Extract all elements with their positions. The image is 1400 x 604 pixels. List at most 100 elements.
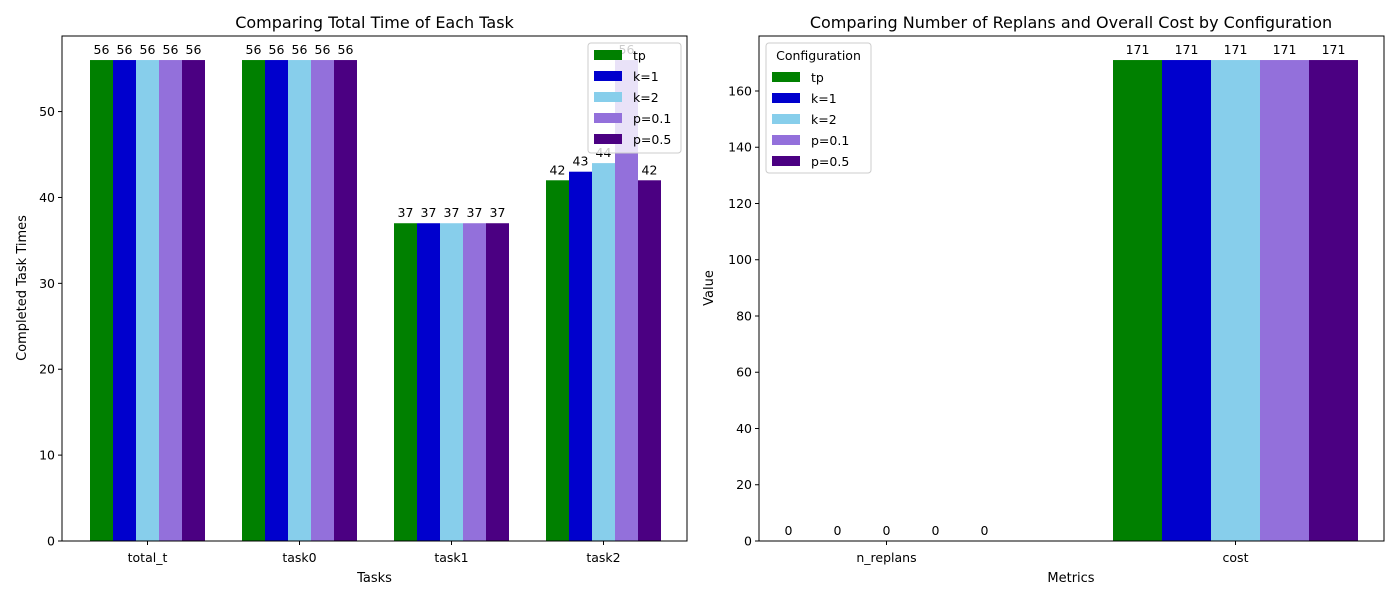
bar-task0-p-0-5 [334, 60, 357, 542]
legend-swatch-k-2 [594, 92, 622, 102]
bar-task1-p-0-1 [463, 223, 486, 541]
data-label-n-replans-tp: 0 [785, 523, 793, 538]
x-ticks: total_t task0 task1 task2 [128, 541, 621, 565]
bar-task0-tp [242, 60, 265, 542]
legend-label-p-0-5: p=0.5 [811, 154, 849, 169]
bar-task2-p-0-5 [638, 180, 661, 542]
y-tick-label: 40 [39, 190, 55, 205]
legend-swatch-p-0-5 [594, 134, 622, 144]
x-tick-label-task0: task0 [282, 550, 316, 565]
legend-label-k-1: k=1 [811, 91, 837, 106]
legend-swatch-k-1 [594, 71, 622, 81]
bar-cost-p-0-1 [1260, 60, 1309, 542]
legend-label-tp: tp [811, 70, 824, 85]
bar-cost-k-2 [1211, 60, 1260, 542]
y-tick-label: 50 [39, 104, 55, 119]
bars: 5656565656565656565637373737374243445642 [90, 42, 661, 542]
bar-task1-k-2 [440, 223, 463, 541]
data-label-task0-k-2: 56 [292, 42, 308, 57]
legend-label-p-0-1: p=0.1 [633, 111, 671, 126]
bar-task1-k-1 [417, 223, 440, 541]
legend-swatch-k-2 [772, 114, 800, 124]
data-label-cost-p-0-1: 171 [1273, 42, 1297, 57]
y-axis-label: Completed Task Times [15, 215, 30, 361]
legend: Configuration tp k=1 k=2 p=0.1 p=0.5 [765, 42, 872, 174]
x-tick-label-n-replans: n_replans [856, 550, 916, 565]
x-tick-label-task1: task1 [434, 550, 468, 565]
bar-task2-k-2 [592, 163, 615, 542]
bar-task2-tp [546, 180, 569, 542]
bar-total-t-tp [90, 60, 113, 542]
data-label-task1-p-0-5: 37 [490, 205, 506, 220]
data-label-n-replans-k-2: 0 [883, 523, 891, 538]
bar-task1-p-0-5 [486, 223, 509, 541]
legend-title: Configuration [776, 48, 861, 63]
chart-title: Comparing Number of Replans and Overall … [810, 13, 1332, 32]
legend-swatch-p-0-1 [772, 135, 800, 145]
x-tick-label-cost: cost [1223, 550, 1249, 565]
legend-swatch-p-0-1 [594, 113, 622, 123]
y-tick-label: 80 [736, 308, 752, 323]
y-tick-label: 0 [47, 534, 55, 549]
plot-frame [758, 35, 1385, 542]
legend-swatch-tp [772, 72, 800, 82]
data-label-total-t-p-0-1: 56 [163, 42, 179, 57]
legend-label-k-2: k=2 [633, 90, 659, 105]
bar-cost-tp [1113, 60, 1162, 542]
x-ticks: n_replans cost [856, 541, 1249, 565]
x-tick-label-total-t: total_t [128, 550, 168, 565]
data-label-total-t-k-1: 56 [117, 42, 133, 57]
data-label-total-t-k-2: 56 [140, 42, 156, 57]
bar-task2-k-1 [569, 171, 592, 542]
y-tick-label: 30 [39, 276, 55, 291]
y-tick-label: 40 [736, 421, 752, 436]
y-tick-label: 60 [736, 365, 752, 380]
bar-task2-p-0-1 [615, 60, 638, 542]
data-label-n-replans-k-1: 0 [834, 523, 842, 538]
y-tick-label: 140 [728, 140, 752, 155]
data-label-task1-tp: 37 [398, 205, 414, 220]
bar-task0-p-0-1 [311, 60, 334, 542]
plot-frame [61, 35, 688, 542]
data-label-cost-k-1: 171 [1175, 42, 1199, 57]
bar-task0-k-1 [265, 60, 288, 542]
y-ticks: 0 10 20 30 40 50 [39, 104, 62, 549]
legend-swatch-p-0-5 [772, 156, 800, 166]
y-tick-label: 20 [39, 362, 55, 377]
y-tick-label: 10 [39, 448, 55, 463]
data-label-task2-tp: 42 [550, 162, 566, 177]
y-axis-label: Value [702, 270, 717, 306]
bar-total-t-k-2 [136, 60, 159, 542]
legend-label-k-1: k=1 [633, 69, 659, 84]
bar-total-t-p-0-1 [159, 60, 182, 542]
bar-task1-tp [394, 223, 417, 541]
legend-label-k-2: k=2 [811, 112, 837, 127]
data-label-task0-k-1: 56 [269, 42, 285, 57]
y-tick-label: 120 [728, 196, 752, 211]
legend-label-tp: tp [633, 48, 646, 63]
data-label-task0-p-0-1: 56 [315, 42, 331, 57]
legend-label-p-0-5: p=0.5 [633, 132, 671, 147]
data-label-task1-k-2: 37 [444, 205, 460, 220]
bar-cost-p-0-5 [1309, 60, 1358, 542]
data-label-total-t-p-0-5: 56 [186, 42, 202, 57]
data-label-task1-p-0-1: 37 [467, 205, 483, 220]
data-label-task1-k-1: 37 [421, 205, 437, 220]
data-label-cost-tp: 171 [1126, 42, 1150, 57]
x-axis-label: Metrics [1047, 571, 1094, 586]
data-label-total-t-tp: 56 [94, 42, 110, 57]
legend-label-p-0-1: p=0.1 [811, 133, 849, 148]
data-label-n-replans-p-0-1: 0 [932, 523, 940, 538]
legend-swatch-tp [594, 50, 622, 60]
bars: 0 0 0 0 0 171 171 171 171 171 [785, 42, 1358, 542]
data-label-task2-p-0-5: 42 [642, 162, 658, 177]
y-ticks: 0 20 40 60 80 100 120 140 160 [728, 83, 759, 549]
data-label-task2-k-1: 43 [573, 154, 589, 169]
y-tick-label: 0 [744, 534, 752, 549]
legend: tp k=1 k=2 p=0.1 p=0.5 [587, 42, 682, 154]
bar-total-t-k-1 [113, 60, 136, 542]
bar-total-t-p-0-5 [182, 60, 205, 542]
chart-replans-cost: Comparing Number of Replans and Overall … [702, 13, 1385, 586]
legend-swatch-k-1 [772, 93, 800, 103]
y-tick-label: 100 [728, 252, 752, 267]
